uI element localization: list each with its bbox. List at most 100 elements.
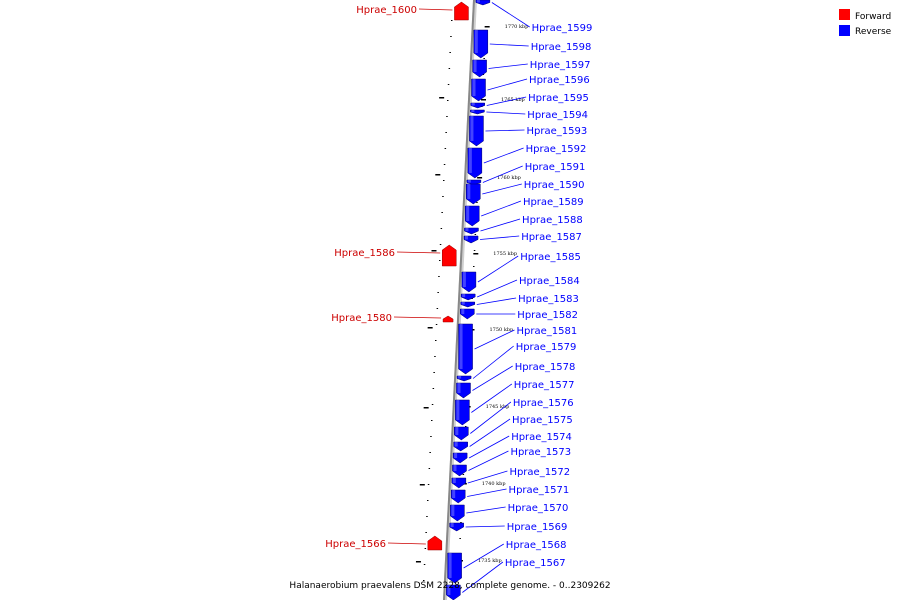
forward-gene-arrow <box>442 315 454 323</box>
reverse-gene-label: Hprae_1588 <box>522 215 583 226</box>
minor-tick <box>424 548 427 549</box>
reverse-gene-highlight <box>466 206 470 221</box>
reverse-gene-label: Hprae_1568 <box>506 540 567 551</box>
reverse-gene-leader <box>482 183 522 195</box>
reverse-gene-highlight <box>465 236 469 240</box>
minor-tick <box>425 532 427 533</box>
reverse-gene-label: Hprae_1569 <box>507 522 568 533</box>
forward-gene-leader <box>418 8 453 11</box>
reverse-gene-label: Hprae_1575 <box>512 415 573 426</box>
reverse-gene-leader <box>465 525 505 528</box>
reverse-gene-highlight <box>470 116 474 141</box>
reverse-gene-leader <box>480 218 521 232</box>
forward-gene-label: Hprae_1600 <box>356 5 417 16</box>
minor-tick <box>460 522 462 523</box>
reverse-gene-highlight <box>471 103 475 106</box>
minor-tick <box>435 340 437 341</box>
minor-tick <box>443 164 446 165</box>
reverse-gene-label: Hprae_1579 <box>516 342 577 353</box>
reverse-gene-highlight <box>452 490 456 498</box>
minor-tick <box>441 212 443 213</box>
reverse-gene-label: Hprae_1596 <box>529 75 590 86</box>
major-tick <box>477 177 483 179</box>
minor-tick <box>429 452 431 453</box>
minor-tick <box>428 468 431 469</box>
minor-tick <box>440 228 443 229</box>
minor-tick <box>434 356 436 357</box>
reverse-gene-highlight <box>468 148 472 173</box>
reverse-gene-label: Hprae_1591 <box>525 162 586 173</box>
minor-tick <box>431 404 434 405</box>
forward-gene-arrow <box>427 535 443 551</box>
reverse-gene-leader <box>482 165 523 183</box>
forward-gene-leader <box>387 542 426 545</box>
minor-tick <box>423 564 426 565</box>
minor-tick <box>439 244 442 245</box>
legend-swatch-forward <box>839 9 850 20</box>
minor-tick <box>445 132 447 133</box>
reverse-gene-highlight <box>472 79 476 96</box>
minor-tick <box>435 324 438 325</box>
tick-label: 1770 kbp <box>505 24 529 30</box>
forward-gene-arrow <box>441 244 457 267</box>
major-tick <box>419 484 425 486</box>
forward-gene-leader <box>393 316 442 319</box>
tick-label: 1745 kbp <box>486 404 510 410</box>
legend-label-reverse: Reverse <box>855 27 892 37</box>
reverse-gene-label: Hprae_1577 <box>514 380 575 391</box>
minor-tick <box>427 500 429 501</box>
genome-backbone <box>443 0 475 600</box>
reverse-gene-label: Hprae_1576 <box>513 398 574 409</box>
minor-tick <box>442 196 444 197</box>
forward-gene-label: Hprae_1580 <box>331 313 392 324</box>
minor-tick <box>443 180 445 181</box>
reverse-gene-highlight <box>467 180 471 183</box>
reverse-gene-highlight <box>473 60 477 72</box>
forward-gene-leader <box>396 251 441 254</box>
legend: Forward Reverse <box>839 9 892 37</box>
reverse-gene-highlight <box>456 400 460 420</box>
reverse-gene-highlight <box>467 184 471 199</box>
reverse-gene-highlight <box>474 30 478 53</box>
major-tick <box>439 97 445 99</box>
reverse-gene-label: Hprae_1571 <box>509 485 570 496</box>
minor-tick <box>427 484 430 485</box>
minor-tick <box>450 36 452 37</box>
major-tick <box>431 250 437 252</box>
reverse-gene-highlight <box>465 228 469 231</box>
minor-tick <box>447 100 449 101</box>
reverse-gene-label: Hprae_1567 <box>505 558 566 569</box>
reverse-gene-label: Hprae_1584 <box>519 276 580 287</box>
reverse-gene-leader <box>486 111 526 115</box>
reverse-gene-highlight <box>471 110 475 112</box>
reverse-gene-leader <box>489 43 529 47</box>
tick-label: 1750 kbp <box>490 327 514 333</box>
major-tick <box>435 174 441 176</box>
reverse-gene-leader <box>491 2 530 28</box>
reverse-gene-highlight <box>461 302 465 305</box>
reverse-gene-leader <box>477 255 519 283</box>
reverse-gene-leader <box>481 200 522 217</box>
reverse-gene-highlight <box>476 0 480 3</box>
minor-tick <box>432 388 435 389</box>
reverse-gene-highlight <box>454 442 458 447</box>
minor-tick <box>473 266 475 267</box>
reverse-gene-leader <box>463 543 505 569</box>
tick-label: 1740 kbp <box>482 481 506 487</box>
minor-tick <box>451 20 453 21</box>
forward-gene-label: Hprae_1586 <box>334 248 395 259</box>
tick-label: 1755 kbp <box>493 251 517 257</box>
reverse-gene-label: Hprae_1590 <box>524 180 585 191</box>
reverse-gene-leader <box>485 129 525 132</box>
minor-tick <box>439 260 441 261</box>
reverse-gene-highlight <box>458 376 462 379</box>
forward-gene-label: Hprae_1566 <box>325 539 386 550</box>
reverse-gene-highlight <box>462 272 466 287</box>
legend-label-forward: Forward <box>855 12 891 22</box>
minor-tick <box>483 58 485 59</box>
reverse-gene-highlight <box>459 324 463 369</box>
reverse-gene-highlight <box>455 427 459 435</box>
minor-tick <box>476 202 478 203</box>
forward-gene-arrow <box>454 1 469 21</box>
tick-label: 1760 kbp <box>497 175 521 181</box>
